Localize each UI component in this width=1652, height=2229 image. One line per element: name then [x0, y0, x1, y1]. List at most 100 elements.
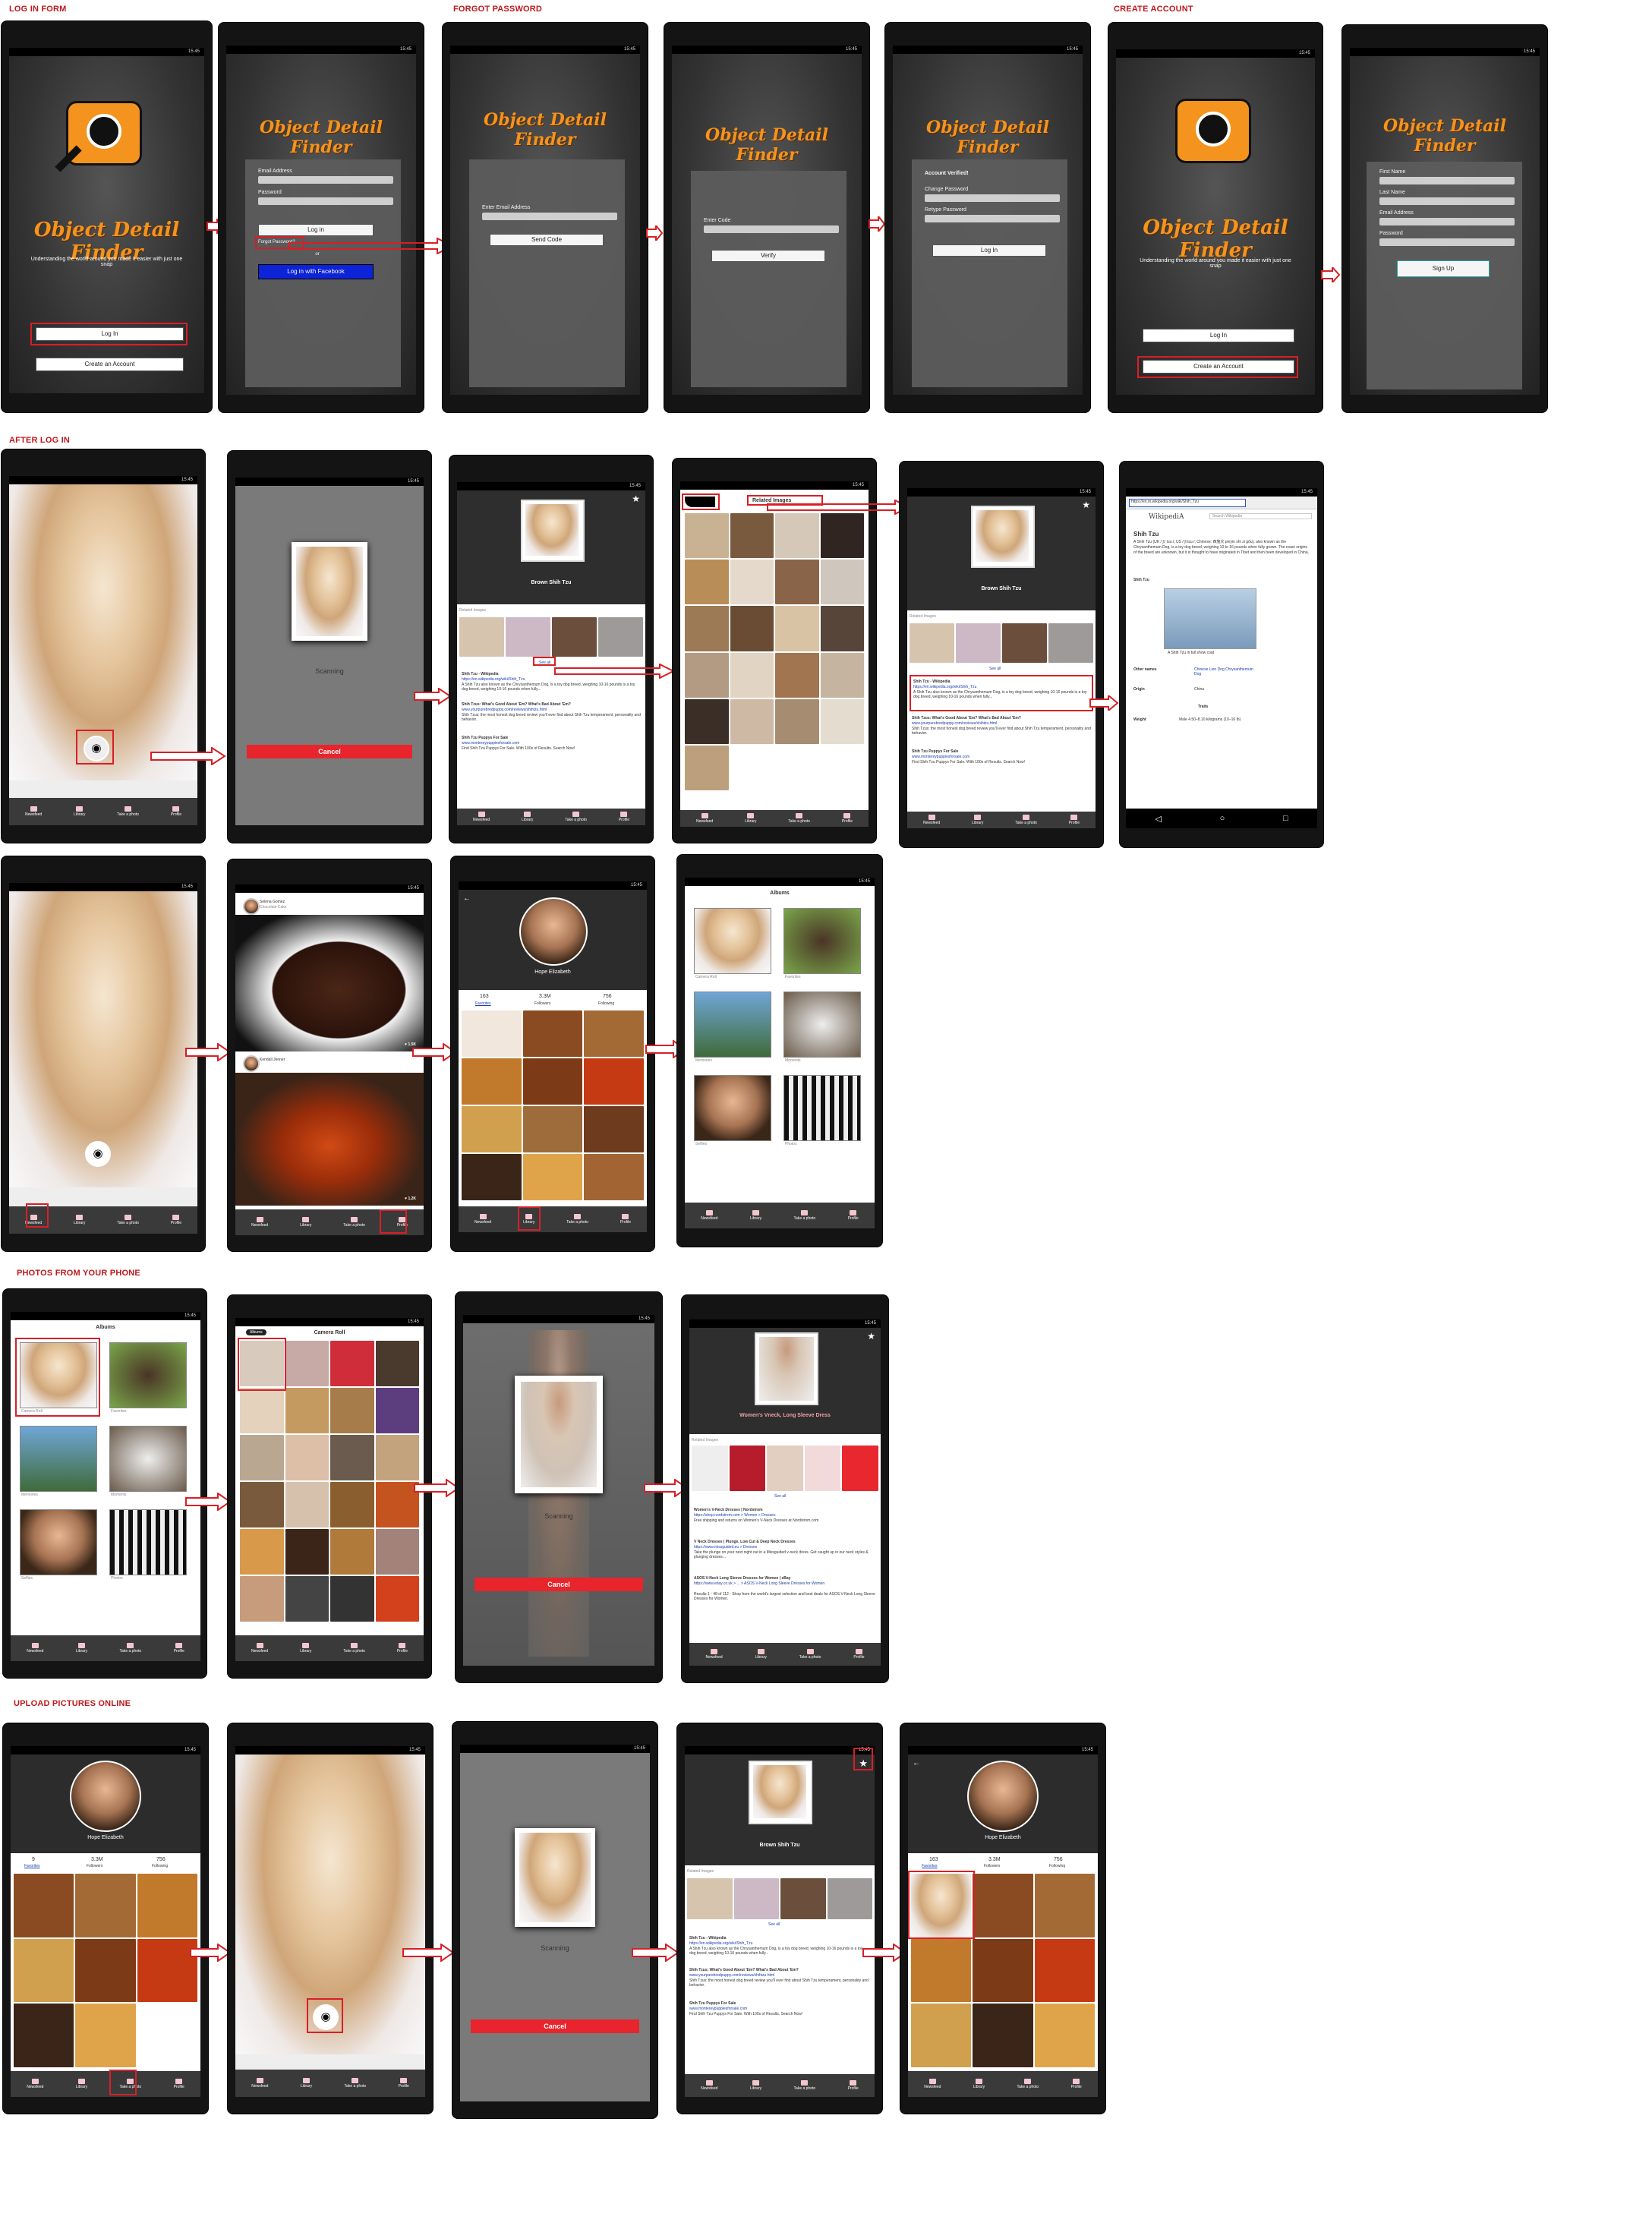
back-arrow-icon[interactable]: [685, 497, 715, 507]
album-photos[interactable]: [783, 1075, 861, 1141]
favorites-grid[interactable]: [911, 1874, 1095, 2067]
nav-profile[interactable]: Profile: [848, 2080, 859, 2091]
nav-take-photo[interactable]: Take a photo: [117, 1215, 139, 1225]
avatar[interactable]: [243, 1055, 260, 1072]
result-3-url[interactable]: www.montereypuppiesforsale.com: [689, 2007, 748, 2011]
result-2-title[interactable]: Shih Tzus: What's Good About 'Em? What's…: [462, 702, 571, 707]
send-code-button[interactable]: Send Code: [490, 234, 604, 246]
favorites-grid[interactable]: [14, 1874, 197, 2067]
camera-shutter-icon[interactable]: ◉: [85, 1141, 111, 1167]
album-moments[interactable]: [783, 992, 861, 1058]
nav-profile[interactable]: Profile: [619, 812, 629, 822]
result-1-url[interactable]: https://shop.nordstrom.com > Women > Dre…: [694, 1513, 776, 1518]
result-2-url[interactable]: https://www.missguided.eu > Dresses: [694, 1545, 758, 1550]
result-3-url[interactable]: www.montereypuppiesforsale.com: [912, 755, 970, 759]
nav-take-photo[interactable]: Take a photo: [343, 1643, 365, 1654]
nav-newsfeed[interactable]: Newsfeed: [923, 815, 940, 825]
album-selfies[interactable]: [694, 1075, 771, 1141]
nav-take-photo[interactable]: Take a photo: [343, 1217, 365, 1228]
nav-take-photo[interactable]: Take a photo: [117, 806, 139, 817]
see-all-link[interactable]: See all: [774, 1494, 787, 1499]
following-tab[interactable]: Following: [598, 1001, 615, 1006]
nav-library[interactable]: Library: [522, 812, 533, 822]
nav-take-photo[interactable]: Take a photo: [788, 813, 810, 824]
album-photos[interactable]: [109, 1509, 187, 1575]
nav-profile[interactable]: Profile: [853, 1649, 865, 1660]
favorites-tab[interactable]: Favorites: [475, 1001, 491, 1006]
forgot-password-link[interactable]: Forgot Password?: [258, 240, 295, 244]
result-3-url[interactable]: https://www.ebay.co.uk > ... > ASOS V-Ne…: [694, 1581, 825, 1586]
nav-library[interactable]: Library: [750, 2080, 761, 2091]
nav-profile[interactable]: Profile: [620, 1214, 631, 1225]
verify-button[interactable]: Verify: [711, 250, 825, 262]
nav-library[interactable]: Library: [301, 2078, 312, 2089]
followers-tab[interactable]: Followers: [984, 1864, 1001, 1868]
nav-newsfeed[interactable]: Newsfeed: [251, 1217, 268, 1228]
nav-library[interactable]: Library: [74, 1215, 85, 1225]
following-tab[interactable]: Following: [152, 1864, 169, 1868]
first-name-field[interactable]: [1379, 177, 1515, 184]
result-1-url[interactable]: https://en.wikipedia.org/wiki/Shih_Tzu: [462, 677, 525, 682]
album-moments[interactable]: [109, 1426, 187, 1492]
nav-library[interactable]: Library: [973, 2079, 985, 2089]
result-2-url[interactable]: www.yourpurebredpuppy.com/reviews/shihtz…: [462, 708, 547, 712]
cancel-button[interactable]: Cancel: [247, 745, 412, 758]
other-names-value[interactable]: Chinese Lion Dog Chrysanthemum Dog: [1194, 667, 1253, 676]
star-icon[interactable]: ★: [632, 493, 640, 504]
sign-up-button[interactable]: Sign Up: [1397, 260, 1490, 277]
result-2-url[interactable]: www.yourpurebredpuppy.com/reviews/shihtz…: [912, 721, 998, 726]
result-2-title[interactable]: Shih Tzus: What's Good About 'Em? What's…: [689, 1968, 799, 1972]
nav-newsfeed[interactable]: Newsfeed: [27, 1643, 43, 1654]
url-bar[interactable]: https://en.m.wikipedia.org/wiki/Shih_Tzu: [1129, 499, 1246, 507]
feed-image-cake[interactable]: ♥ 1.5K: [235, 915, 424, 1051]
nav-newsfeed[interactable]: Newsfeed: [696, 813, 713, 824]
wiki-search-input[interactable]: Search Wikipedia: [1209, 513, 1312, 519]
album-selfies[interactable]: [20, 1509, 97, 1575]
login-button[interactable]: Log in: [258, 224, 374, 236]
back-arrow-icon[interactable]: ←: [913, 1759, 920, 1767]
star-icon[interactable]: ★: [859, 1758, 868, 1769]
nav-newsfeed[interactable]: Newsfeed: [474, 1214, 491, 1225]
password-field[interactable]: [258, 197, 393, 205]
result-3-title[interactable]: Shih Tzu Puppys For Sale: [462, 736, 509, 740]
cancel-button[interactable]: Cancel: [474, 1578, 643, 1591]
nav-profile[interactable]: Profile: [399, 2078, 409, 2089]
result-1-url[interactable]: https://en.wikipedia.org/wiki/Shih_Tzu: [913, 685, 977, 689]
avatar[interactable]: [243, 898, 260, 915]
result-1-url[interactable]: https://en.wikipedia.org/wiki/Shih_Tzu: [689, 1941, 753, 1946]
result-1-title[interactable]: Women's V-Neck Dresses | Nordstrom: [694, 1508, 763, 1512]
result-2-title[interactable]: Shih Tzus: What's Good About 'Em? What's…: [912, 716, 1021, 720]
nav-newsfeed[interactable]: Newsfeed: [25, 806, 42, 817]
nav-profile[interactable]: Profile: [397, 1217, 408, 1228]
album-favorites[interactable]: [783, 908, 861, 974]
nav-newsfeed[interactable]: Newsfeed: [251, 2078, 268, 2089]
followers-tab[interactable]: Followers: [87, 1864, 103, 1868]
nav-library[interactable]: Library: [300, 1643, 311, 1654]
nav-newsfeed[interactable]: Newsfeed: [473, 812, 490, 822]
see-all-link[interactable]: See all: [539, 661, 551, 665]
login-button[interactable]: Log In: [1143, 329, 1294, 342]
nav-profile[interactable]: Profile: [1071, 2079, 1082, 2089]
result-3-title[interactable]: ASOS V-Neck Long Sleeve Dresses for Wome…: [694, 1576, 791, 1581]
nav-take-photo[interactable]: Take a photo: [799, 1649, 821, 1660]
camera-shutter-icon[interactable]: ◉: [84, 736, 109, 761]
result-2-title[interactable]: V Neck Dresses | Plunge, Low Cut & Deep …: [694, 1540, 796, 1544]
nav-profile[interactable]: Profile: [848, 1210, 859, 1221]
login-button[interactable]: Log In: [932, 244, 1046, 257]
retype-password-field[interactable]: [925, 215, 1060, 222]
result-3-url[interactable]: www.montereypuppiesforsale.com: [462, 741, 520, 746]
album-camera-roll[interactable]: [694, 908, 771, 974]
nav-profile[interactable]: Profile: [397, 1643, 408, 1654]
followers-tab[interactable]: Followers: [534, 1001, 551, 1006]
result-1-title[interactable]: Shih Tzu - Wikipedia: [462, 672, 499, 676]
nav-library[interactable]: Library: [76, 1643, 87, 1654]
nav-library[interactable]: Library: [972, 815, 983, 825]
nav-newsfeed[interactable]: Newsfeed: [701, 2080, 717, 2091]
photo-grid[interactable]: [240, 1341, 419, 1622]
see-all-link[interactable]: See all: [768, 1922, 780, 1927]
recents-icon[interactable]: □: [1282, 814, 1288, 823]
result-1-title[interactable]: Shih Tzu - Wikipedia: [689, 1936, 727, 1941]
nav-take-photo[interactable]: Take a photo: [345, 2078, 366, 2089]
album-memories[interactable]: [20, 1426, 97, 1492]
email-field[interactable]: [1379, 218, 1515, 225]
